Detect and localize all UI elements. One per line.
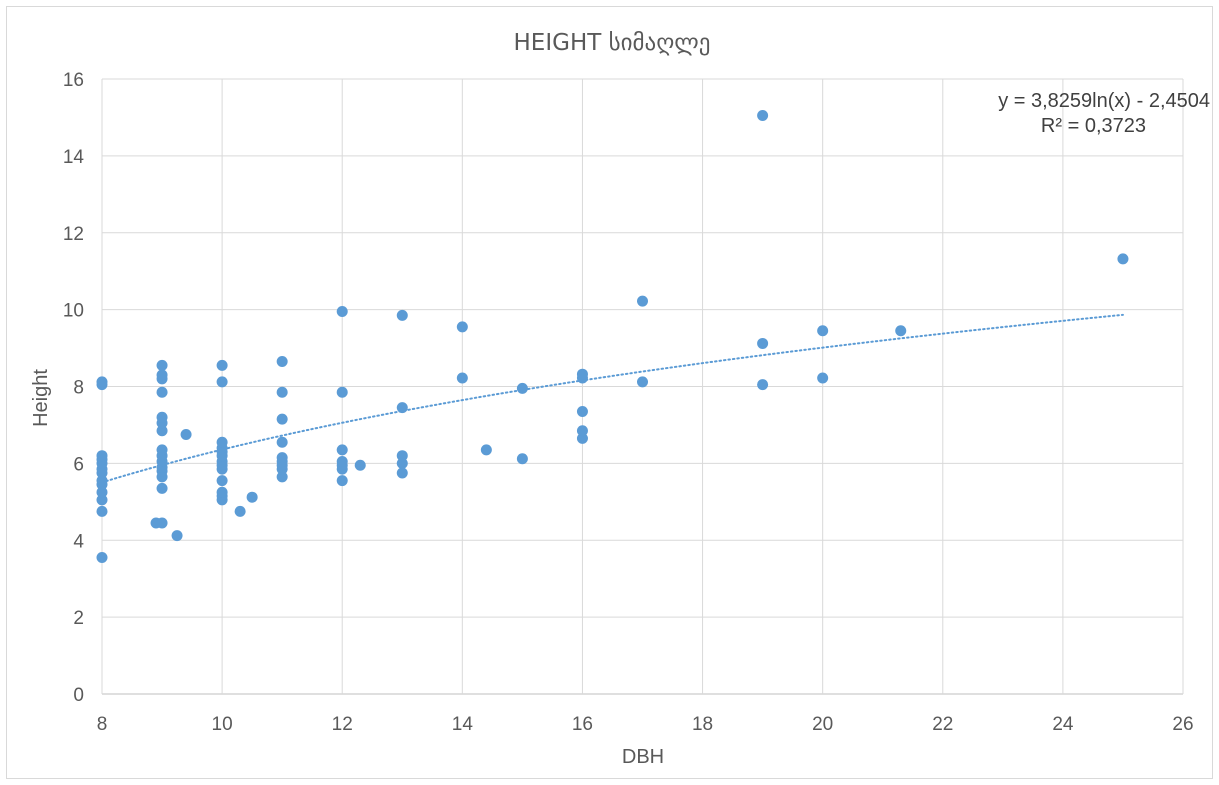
data-point (216, 436, 228, 448)
data-point (156, 386, 168, 398)
data-point (96, 552, 108, 564)
x-tick-label: 10 (212, 714, 233, 735)
data-point (336, 455, 348, 467)
data-point (171, 530, 183, 542)
data-point (216, 475, 228, 487)
data-point (757, 110, 769, 122)
data-point (516, 453, 528, 465)
data-point (1117, 253, 1129, 265)
data-point (336, 475, 348, 487)
data-point (396, 402, 408, 414)
trendline-layer (101, 313, 1124, 484)
data-point (336, 306, 348, 318)
y-tick-label: 10 (63, 301, 84, 322)
trendline-equation: y = 3,8259ln(x) - 2,4504 (998, 90, 1210, 112)
data-point (156, 482, 168, 494)
data-point (96, 486, 108, 498)
y-tick-label: 14 (63, 147, 85, 168)
x-tick-label: 18 (692, 714, 713, 735)
data-point (216, 486, 228, 498)
data-point (757, 337, 769, 349)
data-point (336, 386, 348, 398)
data-point (637, 295, 648, 307)
x-tick-label: 26 (1172, 714, 1193, 735)
y-tick-label: 16 (63, 70, 84, 91)
data-point (576, 432, 588, 444)
data-point (96, 450, 108, 462)
data-point (480, 444, 492, 456)
data-point (156, 411, 168, 423)
data-point (336, 444, 348, 456)
y-axis-title: Height (30, 369, 52, 427)
data-point (757, 379, 769, 391)
x-tick-label: 8 (97, 714, 108, 735)
data-point (276, 413, 288, 425)
x-tick-label: 24 (1052, 714, 1074, 735)
data-point (895, 325, 907, 337)
data-point (216, 376, 228, 388)
trendline (101, 313, 1124, 484)
chart-area (6, 6, 1213, 779)
x-tick-label: 22 (932, 714, 953, 735)
y-tick-label: 0 (73, 685, 84, 706)
x-tick-label: 16 (572, 714, 593, 735)
y-tick-label: 4 (73, 531, 84, 552)
trendline-r-squared: R² = 0,3723 (1041, 115, 1146, 137)
data-point (396, 309, 408, 321)
data-point (396, 450, 408, 462)
x-axis-title: DBH (622, 746, 664, 768)
data-point (156, 517, 168, 529)
data-point (817, 372, 829, 384)
data-point (180, 429, 192, 441)
data-point (817, 325, 829, 337)
data-point (576, 425, 588, 437)
data-point (156, 444, 168, 456)
x-tick-label: 12 (332, 714, 353, 735)
x-tick-label: 20 (812, 714, 833, 735)
data-point (396, 467, 408, 479)
data-point (276, 386, 288, 398)
data-point (456, 321, 468, 333)
data-point (276, 452, 288, 464)
data-point (276, 436, 288, 448)
data-point (637, 376, 648, 388)
data-point (576, 405, 588, 417)
data-point (276, 471, 288, 483)
data-point (96, 505, 108, 517)
data-point (216, 359, 228, 371)
data-point (396, 457, 408, 469)
chart-title: HEIGHT სიმაღლე (514, 30, 711, 56)
y-tick-label: 6 (73, 454, 84, 475)
data-point (576, 368, 588, 380)
y-tick-label: 8 (73, 378, 84, 399)
y-tick-label: 12 (63, 224, 84, 245)
data-point (246, 491, 258, 503)
data-point (156, 425, 168, 437)
data-point (276, 356, 288, 368)
data-point (96, 475, 108, 487)
data-point (234, 505, 246, 517)
data-point (96, 494, 108, 506)
data-point (156, 369, 168, 381)
y-tick-label: 2 (73, 608, 84, 629)
data-points (96, 110, 1129, 564)
data-point (516, 382, 528, 394)
x-tick-label: 14 (452, 714, 474, 735)
data-point (156, 359, 168, 371)
data-point (354, 459, 366, 471)
data-point (456, 372, 468, 384)
data-point (96, 376, 108, 388)
